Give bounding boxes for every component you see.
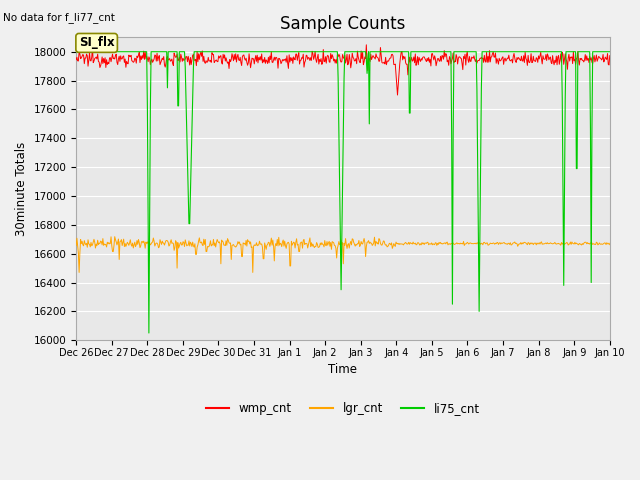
Text: No data for f_li77_cnt: No data for f_li77_cnt: [3, 12, 115, 23]
Text: SI_flx: SI_flx: [79, 36, 115, 49]
Title: Sample Counts: Sample Counts: [280, 15, 406, 33]
Legend: wmp_cnt, lgr_cnt, li75_cnt: wmp_cnt, lgr_cnt, li75_cnt: [201, 397, 484, 420]
Y-axis label: 30minute Totals: 30minute Totals: [15, 142, 28, 236]
X-axis label: Time: Time: [328, 363, 358, 376]
